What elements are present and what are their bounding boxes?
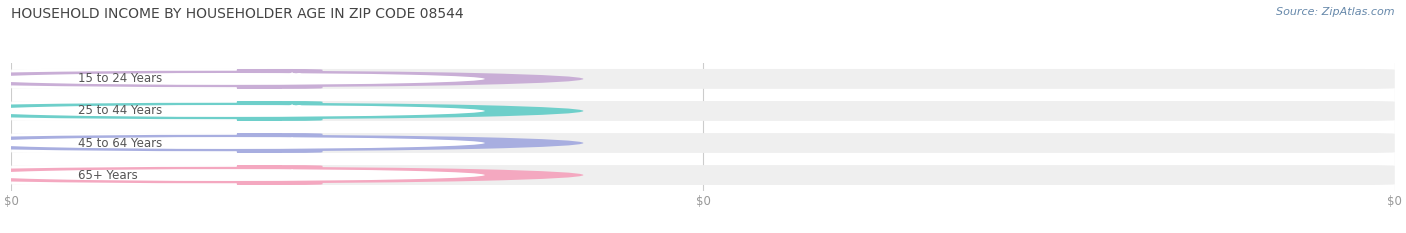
Text: $0: $0 (287, 72, 302, 86)
FancyBboxPatch shape (11, 69, 267, 89)
FancyBboxPatch shape (236, 165, 322, 185)
FancyBboxPatch shape (236, 101, 322, 121)
FancyBboxPatch shape (11, 133, 267, 153)
FancyBboxPatch shape (236, 133, 283, 153)
FancyBboxPatch shape (236, 69, 283, 89)
Circle shape (0, 103, 583, 119)
Text: 15 to 24 Years: 15 to 24 Years (77, 72, 162, 86)
Circle shape (0, 71, 583, 87)
FancyBboxPatch shape (236, 133, 322, 153)
Circle shape (0, 167, 583, 183)
Text: $0: $0 (287, 137, 302, 150)
FancyBboxPatch shape (11, 69, 1395, 89)
FancyBboxPatch shape (11, 165, 1395, 185)
Text: 45 to 64 Years: 45 to 64 Years (77, 137, 162, 150)
Circle shape (0, 137, 485, 149)
Circle shape (0, 105, 485, 117)
FancyBboxPatch shape (11, 165, 267, 185)
Circle shape (0, 135, 583, 151)
Text: HOUSEHOLD INCOME BY HOUSEHOLDER AGE IN ZIP CODE 08544: HOUSEHOLD INCOME BY HOUSEHOLDER AGE IN Z… (11, 7, 464, 21)
Circle shape (0, 169, 485, 181)
FancyBboxPatch shape (11, 101, 267, 121)
FancyBboxPatch shape (11, 133, 1395, 153)
FancyBboxPatch shape (236, 101, 283, 121)
Text: 25 to 44 Years: 25 to 44 Years (77, 104, 162, 117)
Text: $0: $0 (287, 168, 302, 182)
Text: $0: $0 (287, 104, 302, 117)
Text: Source: ZipAtlas.com: Source: ZipAtlas.com (1277, 7, 1395, 17)
Text: 65+ Years: 65+ Years (77, 168, 138, 182)
FancyBboxPatch shape (236, 165, 283, 185)
FancyBboxPatch shape (236, 69, 322, 89)
Circle shape (0, 73, 485, 85)
FancyBboxPatch shape (11, 101, 1395, 121)
